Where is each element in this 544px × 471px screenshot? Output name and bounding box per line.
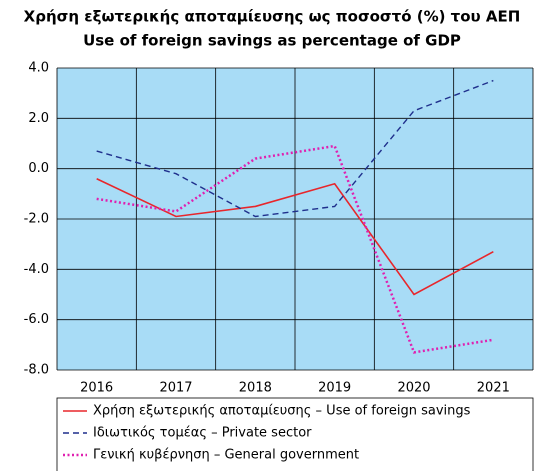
y-tick-label: -6.0 <box>24 312 49 327</box>
y-tick-label: -4.0 <box>24 262 49 277</box>
legend-box <box>56 397 534 471</box>
series-line <box>96 79 494 218</box>
legend-label: Γενική κυβέρνηση – General government <box>93 448 359 463</box>
legend-label: Ιδιωτικός τομέας – Private sector <box>93 426 312 441</box>
chart-title: Use of foreign savings as percentage of … <box>83 32 461 50</box>
y-tick-label: 4.0 <box>28 61 49 76</box>
series-line <box>96 178 494 296</box>
y-tick-label: 2.0 <box>28 111 49 126</box>
y-tick-label: -8.0 <box>24 363 49 378</box>
legend-label: Χρήση εξωτερικής αποταμίευσης – Use of f… <box>93 404 471 419</box>
x-tick-label: 2019 <box>318 381 351 396</box>
y-tick-label: -2.0 <box>24 212 49 227</box>
x-tick-label: 2018 <box>239 381 272 396</box>
x-tick-label: 2017 <box>159 381 192 396</box>
x-tick-label: 2020 <box>397 381 430 396</box>
x-tick-label: 2016 <box>80 381 113 396</box>
x-tick-label: 2021 <box>477 381 510 396</box>
chart-title: Χρήση εξωτερικής αποταμίευσης ως ποσοστό… <box>24 8 521 26</box>
y-tick-label: 0.0 <box>28 161 49 176</box>
